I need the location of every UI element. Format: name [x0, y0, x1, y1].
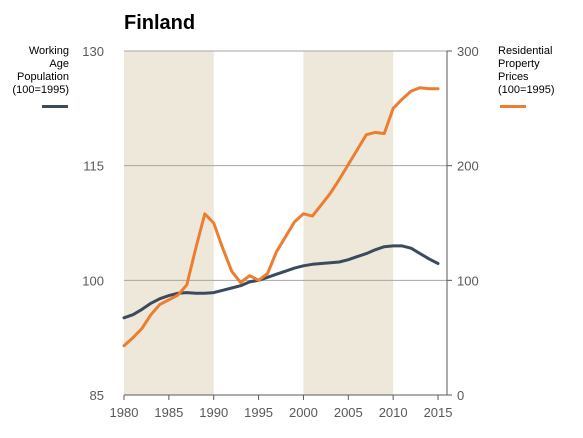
property-prices-line — [122, 86, 440, 348]
x-tick-label-2005: 2005 — [334, 405, 363, 420]
y-right-tick-label-300: 300 — [457, 44, 479, 59]
legend-right-line-2: Property — [498, 58, 540, 70]
x-tick-label-1985: 1985 — [154, 405, 183, 420]
x-tick-label-2010: 2010 — [379, 405, 408, 420]
gridlines — [124, 50, 447, 281]
y-left-tick-label-130: 130 — [82, 44, 104, 59]
y-right-tick-label-200: 200 — [457, 159, 479, 174]
legend-left-line-3: Population — [17, 71, 69, 83]
shaded-period-1 — [124, 51, 214, 395]
shaded-period-2 — [303, 51, 394, 395]
x-tick-label-2000: 2000 — [289, 405, 318, 420]
legend-left: Working Age Population (100=1995) — [0, 45, 69, 115]
tick-labels: 1980 1985 1990 1995 2000 2005 2010 201585100115… — [82, 44, 478, 420]
x-tick-label-1990: 1990 — [199, 405, 228, 420]
working-age-population-line — [122, 244, 440, 320]
y-left-tick-label-85: 85 — [90, 388, 104, 403]
shaded-periods — [124, 51, 394, 395]
legend-right: Residential Property Prices (100=1995) — [498, 45, 583, 115]
legend-left-line-4: (100=1995) — [12, 84, 69, 96]
legend-swatch-working-age — [42, 105, 68, 108]
chart-title: Finland — [124, 12, 195, 34]
x-tick-label-1980: 1980 — [110, 405, 139, 420]
legend-swatch-property-prices — [500, 105, 526, 108]
y-left-tick-label-115: 115 — [83, 159, 104, 174]
legend-left-line-1: Working — [28, 45, 69, 57]
x-tick-label-1995: 1995 — [244, 405, 273, 420]
legend-right-line-1: Residential — [498, 45, 553, 57]
axes — [123, 50, 452, 400]
y-left-tick-label-100: 100 — [82, 273, 104, 288]
y-right-tick-label-0: 0 — [457, 388, 464, 403]
y-right-tick-label-100: 100 — [457, 273, 479, 288]
legend-left-line-2: Age — [49, 58, 69, 70]
legend-right-line-4: (100=1995) — [498, 84, 555, 96]
legend-right-line-3: Prices — [498, 71, 529, 83]
series-lines — [122, 86, 440, 348]
x-tick-label-2015: 2015 — [424, 405, 453, 420]
